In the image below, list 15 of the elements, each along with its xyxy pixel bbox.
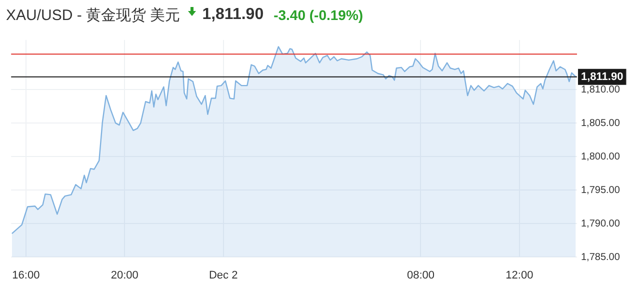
chart-title: XAU/USD - 黄金现货 美元 (6, 6, 180, 24)
y-tick-label: 1,785.00 (581, 252, 620, 263)
y-tick-label: 1,805.00 (581, 118, 620, 129)
text: -3.40 (-0.19%) (274, 7, 364, 23)
ref-line-label: 1,811.90 (581, 70, 624, 83)
x-tick-label: 16:00 (12, 270, 40, 282)
x-tick-label: 20:00 (110, 270, 138, 282)
y-tick-label: 1,790.00 (581, 218, 620, 230)
y-tick-label: 1,800.00 (581, 151, 620, 162)
y-tick-label: 1,810.00 (581, 84, 620, 96)
x-tick-label: 08:00 (406, 270, 434, 282)
y-tick-label: 1,795.00 (581, 184, 620, 196)
x-tick-label: Dec 2 (208, 270, 238, 282)
x-tick-label: 12:00 (506, 270, 534, 282)
text: 1,811.90 (202, 6, 264, 24)
